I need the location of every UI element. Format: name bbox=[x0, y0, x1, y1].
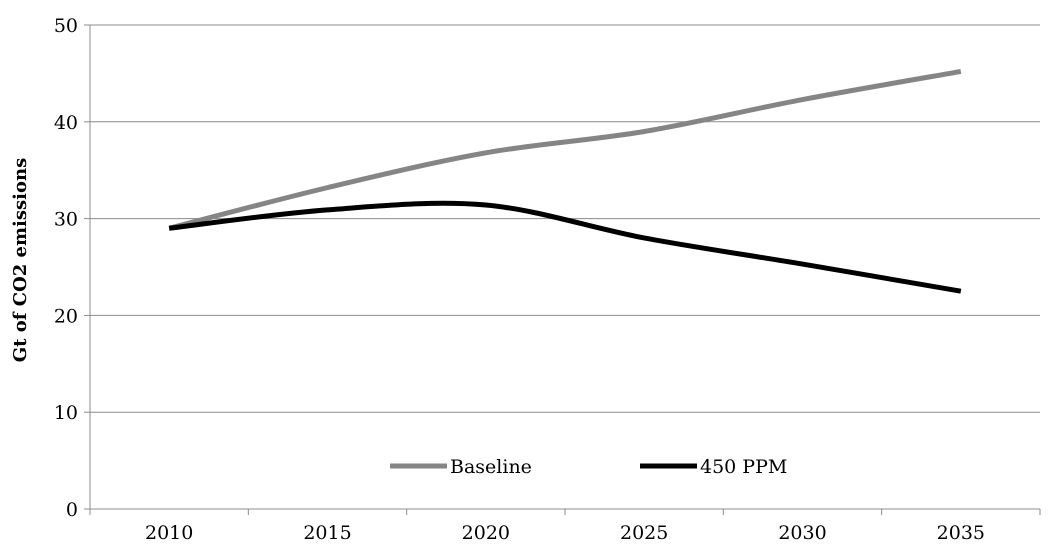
y-tick-label: 50 bbox=[54, 15, 78, 37]
y-tick-label: 0 bbox=[66, 499, 78, 521]
x-tick-label: 2035 bbox=[937, 522, 985, 544]
y-tick-label: 10 bbox=[54, 402, 78, 424]
legend: Baseline 450 PPM bbox=[390, 456, 787, 478]
legend-item: 450 PPM bbox=[640, 456, 787, 478]
x-tick-label: 2020 bbox=[462, 522, 510, 544]
series-line-0 bbox=[168, 69, 962, 231]
y-axis-title: Gt of CO2 emissions bbox=[10, 158, 31, 362]
x-tick-label: 2025 bbox=[620, 522, 668, 544]
series-line-1 bbox=[168, 200, 962, 294]
legend-item: Baseline bbox=[390, 456, 532, 478]
legend-label: 450 PPM bbox=[700, 456, 787, 478]
x-tick-label: 2015 bbox=[303, 522, 351, 544]
x-tick-label: 2030 bbox=[778, 522, 826, 544]
legend-label: Baseline bbox=[450, 456, 532, 478]
x-tick-label: 2010 bbox=[145, 522, 193, 544]
series-lines bbox=[168, 69, 962, 294]
y-tick-label: 30 bbox=[54, 209, 78, 231]
y-tick-label: 20 bbox=[54, 305, 78, 327]
y-tick-label: 40 bbox=[54, 112, 78, 134]
